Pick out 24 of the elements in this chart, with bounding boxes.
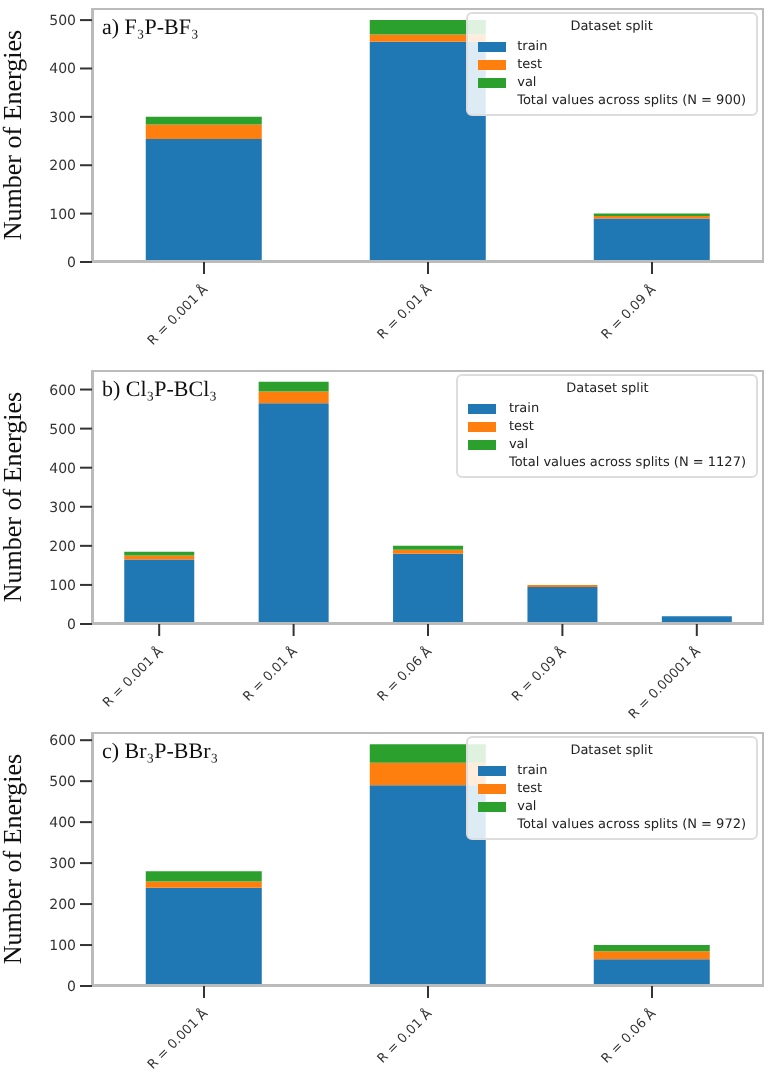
bar (145, 116, 262, 125)
bar (593, 951, 710, 960)
y-axis-title: Number of Energies (0, 391, 28, 603)
bar (145, 139, 262, 262)
bar (145, 881, 262, 888)
bar (369, 41, 486, 262)
chart-title: a) F₃P-BF₃ (102, 16, 199, 40)
bar (258, 381, 329, 392)
y-axis-title: Number of Energies (0, 29, 28, 241)
bar (145, 887, 262, 986)
bar (124, 559, 195, 624)
bar (258, 391, 329, 404)
bar (593, 945, 710, 952)
bar (393, 553, 464, 624)
chart-title: b) Cl₃P-BCl₃ (102, 378, 217, 402)
bar (593, 218, 710, 262)
bar (369, 785, 486, 986)
y-axis-title: Number of Energies (0, 753, 28, 965)
bar (593, 959, 710, 986)
bar (258, 403, 329, 624)
chart-title: c) Br₃P-BBr₃ (102, 740, 219, 764)
bar (145, 871, 262, 882)
bar (527, 586, 598, 624)
bar (145, 124, 262, 140)
